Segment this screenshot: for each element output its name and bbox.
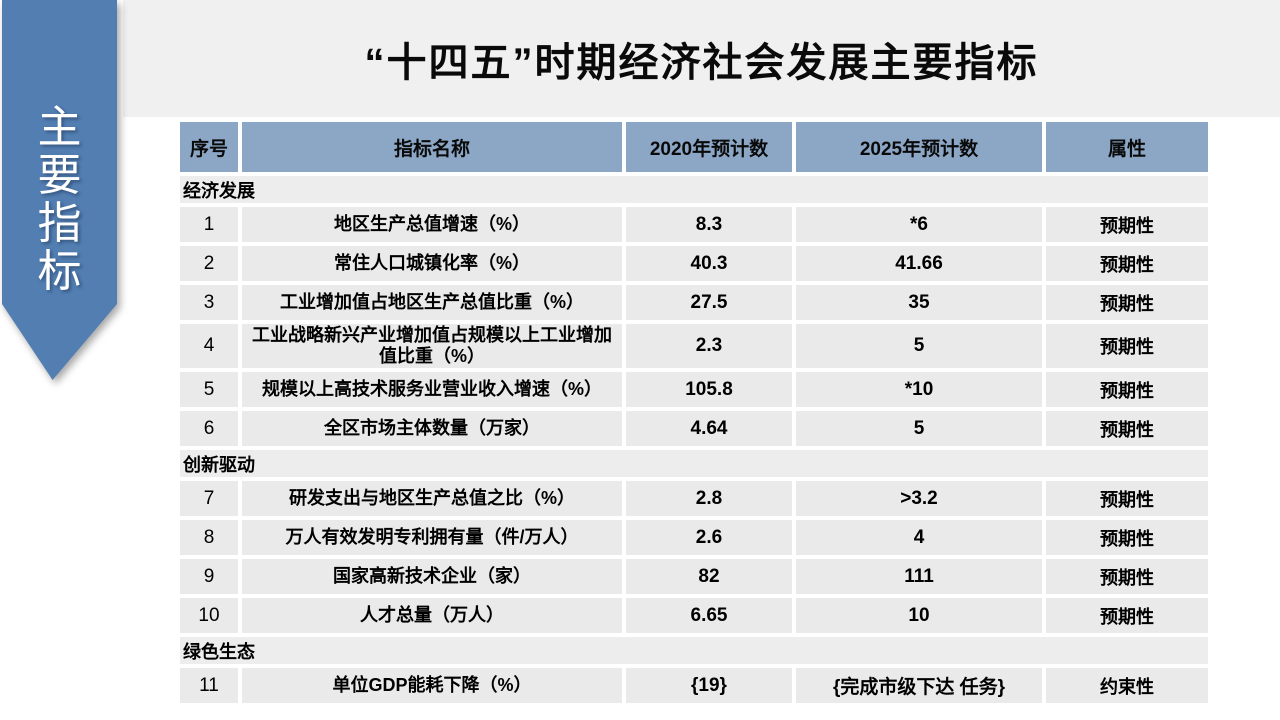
- cell-name: 全区市场主体数量（万家）: [242, 411, 622, 446]
- header-cell: 2025年预计数: [796, 122, 1042, 172]
- cell-seq: 7: [180, 481, 238, 516]
- cell-attr: 预期性: [1046, 207, 1208, 242]
- ribbon-banner-shape: [2, 0, 117, 380]
- ribbon-label: 主要指标: [2, 104, 117, 296]
- header-cell: 属性: [1046, 122, 1208, 172]
- cell-2025: {完成市级下达 任务}: [796, 668, 1042, 703]
- header-cell: 指标名称: [242, 122, 622, 172]
- cell-2025: 10: [796, 598, 1042, 633]
- cell-name: 常住人口城镇化率（%）: [242, 246, 622, 281]
- cell-attr: 预期性: [1046, 520, 1208, 555]
- cell-attr: 预期性: [1046, 598, 1208, 633]
- section-row: 创新驱动: [180, 450, 1208, 477]
- cell-attr: 预期性: [1046, 246, 1208, 281]
- section-label: 创新驱动: [180, 450, 1208, 477]
- table-row: 5 规模以上高技术服务业营业收入增速（%） 105.8 *10 预期性: [180, 372, 1208, 407]
- cell-seq: 5: [180, 372, 238, 407]
- cell-name: 人才总量（万人）: [242, 598, 622, 633]
- table-row: 3 工业增加值占地区生产总值比重（%） 27.5 35 预期性: [180, 285, 1208, 320]
- cell-2020: 105.8: [626, 372, 792, 407]
- table-body: 经济发展 1 地区生产总值增速（%） 8.3 *6 预期性 2 常住人口城镇化率（%） 40.3…: [180, 176, 1208, 703]
- cell-seq: 8: [180, 520, 238, 555]
- cell-seq: 9: [180, 559, 238, 594]
- cell-attr: 预期性: [1046, 324, 1208, 368]
- cell-2020: 8.3: [626, 207, 792, 242]
- section-row: 经济发展: [180, 176, 1208, 203]
- section-label: 经济发展: [180, 176, 1208, 203]
- cell-name: 单位GDP能耗下降（%）: [242, 668, 622, 703]
- slide-title-band: “十四五”时期经济社会发展主要指标: [123, 0, 1280, 117]
- cell-attr: 预期性: [1046, 559, 1208, 594]
- ribbon-label-char: 主: [37, 103, 82, 152]
- header-cell: 2020年预计数: [626, 122, 792, 172]
- cell-2020: 2.6: [626, 520, 792, 555]
- cell-attr: 约束性: [1046, 668, 1208, 703]
- cell-attr: 预期性: [1046, 411, 1208, 446]
- table-row: 2 常住人口城镇化率（%） 40.3 41.66 预期性: [180, 246, 1208, 281]
- cell-2020: 2.8: [626, 481, 792, 516]
- section-label: 绿色生态: [180, 637, 1208, 664]
- cell-attr: 预期性: [1046, 481, 1208, 516]
- side-ribbon: 主要指标: [2, 0, 117, 380]
- indicators-table: 序号 指标名称 2020年预计数 2025年预计数 属性 经济发展 1 地区生产总值增速（%…: [176, 118, 1212, 707]
- ribbon-label-char: 标: [37, 247, 82, 296]
- table-row: 10 人才总量（万人） 6.65 10 预期性: [180, 598, 1208, 633]
- cell-seq: 3: [180, 285, 238, 320]
- cell-2025: 5: [796, 411, 1042, 446]
- ribbon-label-char: 要: [37, 151, 82, 200]
- cell-2025: 111: [796, 559, 1042, 594]
- cell-name: 规模以上高技术服务业营业收入增速（%）: [242, 372, 622, 407]
- cell-2025: 35: [796, 285, 1042, 320]
- cell-name: 地区生产总值增速（%）: [242, 207, 622, 242]
- cell-2020: 40.3: [626, 246, 792, 281]
- section-row: 绿色生态: [180, 637, 1208, 664]
- table-row: 9 国家高新技术企业（家） 82 111 预期性: [180, 559, 1208, 594]
- table-row: 4 工业战略新兴产业增加值占规模以上工业增加值比重（%） 2.3 5 预期性: [180, 324, 1208, 368]
- cell-2020: 4.64: [626, 411, 792, 446]
- page-title: “十四五”时期经济社会发展主要指标: [364, 40, 1039, 85]
- cell-attr: 预期性: [1046, 285, 1208, 320]
- table-row: 6 全区市场主体数量（万家） 4.64 5 预期性: [180, 411, 1208, 446]
- cell-2020: 82: [626, 559, 792, 594]
- cell-2020: 6.65: [626, 598, 792, 633]
- cell-2025: 4: [796, 520, 1042, 555]
- cell-name: 研发支出与地区生产总值之比（%）: [242, 481, 622, 516]
- ribbon-label-char: 指: [37, 199, 82, 248]
- cell-seq: 1: [180, 207, 238, 242]
- table-row: 7 研发支出与地区生产总值之比（%） 2.8 >3.2 预期性: [180, 481, 1208, 516]
- table-row: 11 单位GDP能耗下降（%） {19} {完成市级下达 任务} 约束性: [180, 668, 1208, 703]
- header-row: 序号 指标名称 2020年预计数 2025年预计数 属性: [180, 122, 1208, 172]
- cell-seq: 2: [180, 246, 238, 281]
- table-row: 1 地区生产总值增速（%） 8.3 *6 预期性: [180, 207, 1208, 242]
- table-header: 序号 指标名称 2020年预计数 2025年预计数 属性: [180, 122, 1208, 172]
- cell-2020: 27.5: [626, 285, 792, 320]
- cell-2025: 5: [796, 324, 1042, 368]
- cell-seq: 4: [180, 324, 238, 368]
- table-row: 8 万人有效发明专利拥有量（件/万人） 2.6 4 预期性: [180, 520, 1208, 555]
- cell-name: 国家高新技术企业（家）: [242, 559, 622, 594]
- cell-seq: 10: [180, 598, 238, 633]
- cell-attr: 预期性: [1046, 372, 1208, 407]
- header-cell: 序号: [180, 122, 238, 172]
- cell-2020: {19}: [626, 668, 792, 703]
- cell-name: 工业战略新兴产业增加值占规模以上工业增加值比重（%）: [242, 324, 622, 368]
- cell-seq: 11: [180, 668, 238, 703]
- cell-seq: 6: [180, 411, 238, 446]
- cell-name: 工业增加值占地区生产总值比重（%）: [242, 285, 622, 320]
- cell-2025: *6: [796, 207, 1042, 242]
- cell-2025: >3.2: [796, 481, 1042, 516]
- cell-2025: *10: [796, 372, 1042, 407]
- cell-name: 万人有效发明专利拥有量（件/万人）: [242, 520, 622, 555]
- cell-2025: 41.66: [796, 246, 1042, 281]
- cell-2020: 2.3: [626, 324, 792, 368]
